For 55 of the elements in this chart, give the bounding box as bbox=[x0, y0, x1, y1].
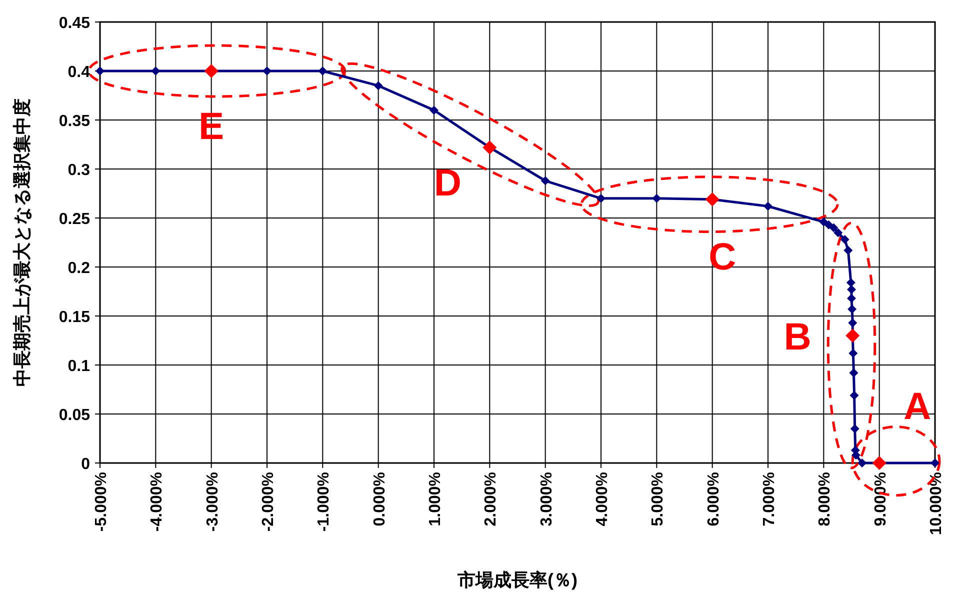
point bbox=[204, 64, 218, 78]
point bbox=[844, 246, 853, 255]
point bbox=[430, 106, 438, 115]
point bbox=[872, 456, 886, 470]
y-tick-label: 0.35 bbox=[58, 113, 90, 130]
point bbox=[840, 235, 850, 244]
y-tick-label: 0.05 bbox=[58, 407, 90, 424]
y-tick-label: 0.3 bbox=[68, 162, 90, 179]
y-tick-label: 0.4 bbox=[68, 64, 90, 81]
x-tick-label: 2.000% bbox=[482, 472, 500, 526]
x-tick-label: 3.000% bbox=[538, 472, 556, 526]
annotation: D bbox=[434, 162, 462, 204]
x-axis-title: 市場成長率(％) bbox=[456, 570, 578, 590]
x-tick-label: -5.000% bbox=[93, 472, 110, 532]
point bbox=[846, 328, 860, 343]
point bbox=[829, 223, 838, 232]
point bbox=[849, 368, 858, 378]
point bbox=[764, 202, 772, 211]
x-tick-label: -4.000% bbox=[148, 472, 166, 532]
y-tick-label: 0 bbox=[81, 456, 90, 473]
x-tick-label: -1.000% bbox=[316, 472, 333, 532]
point bbox=[596, 194, 606, 203]
y-tick-label: 0.25 bbox=[58, 211, 90, 228]
annotation: B bbox=[784, 316, 812, 359]
y-tick-label: 0.2 bbox=[68, 260, 90, 277]
y-tick-label: 0.45 bbox=[58, 15, 90, 32]
x-tick-label: -2.000% bbox=[260, 472, 277, 532]
x-tick-label: -3.000% bbox=[204, 472, 222, 532]
point bbox=[846, 278, 856, 288]
x-tick-label: 10.000% bbox=[928, 472, 945, 536]
point bbox=[262, 66, 272, 76]
point bbox=[819, 217, 828, 226]
point bbox=[930, 458, 940, 468]
point bbox=[850, 390, 859, 400]
x-tick-label: 0.000% bbox=[371, 472, 388, 526]
x-tick-label: 5.000% bbox=[650, 472, 667, 526]
point bbox=[318, 66, 328, 76]
point bbox=[540, 176, 550, 186]
x-tick-label: 7.000% bbox=[761, 472, 778, 526]
x-tick-label: 9.000% bbox=[872, 472, 890, 526]
point bbox=[374, 81, 383, 90]
x-tick-label: 6.000% bbox=[705, 472, 722, 526]
x-tick-label: 1.000% bbox=[427, 472, 444, 526]
y-tick-label: 0.1 bbox=[68, 358, 90, 375]
point bbox=[705, 192, 720, 206]
point bbox=[834, 228, 843, 238]
x-tick-label: 4.000% bbox=[594, 472, 611, 526]
point bbox=[848, 348, 858, 358]
point bbox=[482, 140, 497, 154]
point bbox=[652, 194, 662, 203]
point bbox=[848, 318, 858, 328]
y-tick-label: 0.15 bbox=[58, 309, 90, 326]
y-axis-title: 中長期売上が最大となる選択集中度 bbox=[12, 98, 32, 386]
point bbox=[151, 66, 160, 76]
x-tick-label: 8.000% bbox=[816, 472, 834, 526]
